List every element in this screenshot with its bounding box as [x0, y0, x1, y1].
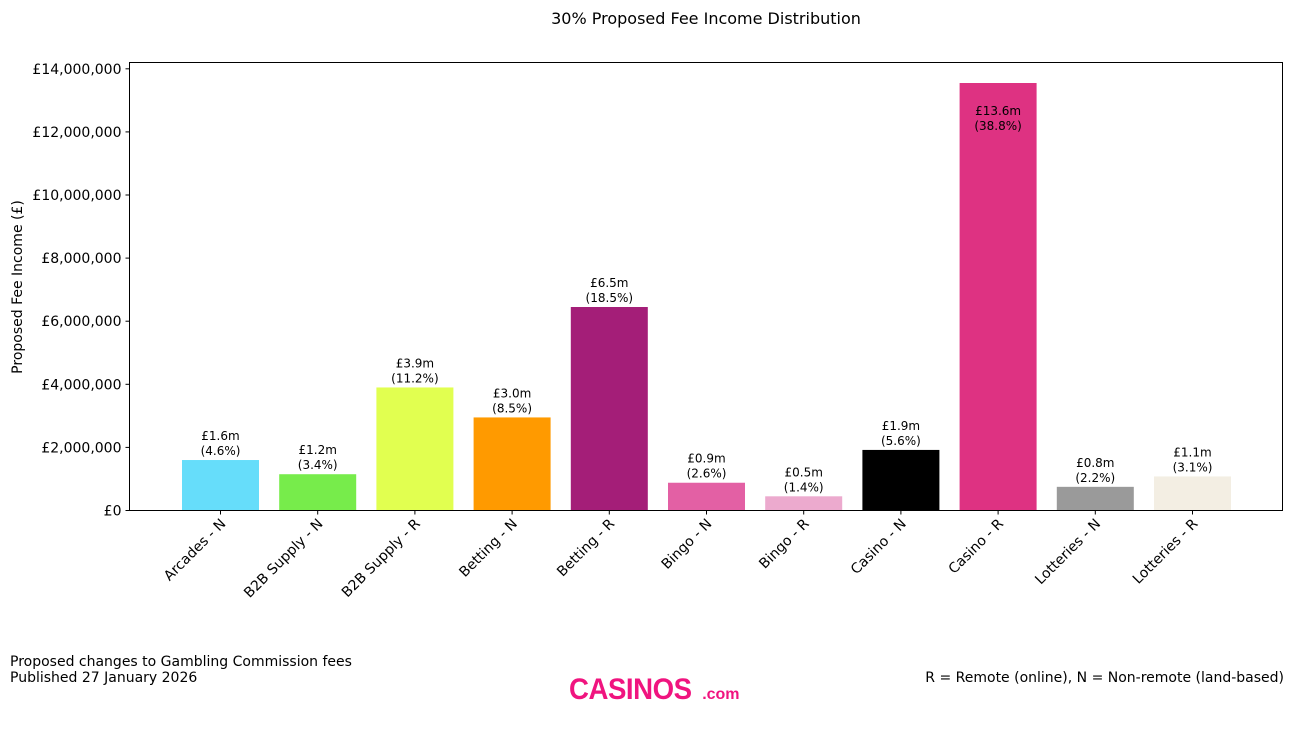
x-tick-label: Casino - R — [946, 516, 1007, 577]
x-tick-label: B2B Supply - R — [339, 516, 424, 601]
x-tick-label: Arcades - N — [161, 516, 229, 584]
x-tick-label: Lotteries - R — [1130, 516, 1202, 588]
bar-value-label: £13.6m — [975, 104, 1021, 118]
x-tick-label: Casino - N — [848, 516, 910, 578]
x-tick-label: B2B Supply - N — [241, 516, 326, 601]
x-tick-label: Bingo - R — [756, 516, 812, 572]
bar — [959, 83, 1037, 511]
bar — [765, 496, 843, 511]
legend-note: R = Remote (online), N = Non-remote (lan… — [925, 670, 1284, 686]
bar-percent-label: (5.6%) — [881, 434, 921, 448]
bar-value-label: £3.0m — [493, 386, 531, 400]
y-tick-label: £14,000,000 — [32, 62, 121, 78]
y-tick-label: £12,000,000 — [32, 125, 121, 141]
y-tick-label: £8,000,000 — [41, 251, 121, 267]
logo-wordmark: CASINOS — [569, 673, 692, 706]
logo-suffix: .com — [702, 686, 740, 703]
bar-value-label: £1.2m — [298, 443, 336, 457]
bar-percent-label: (38.8%) — [974, 119, 1021, 133]
bar-percent-label: (4.6%) — [201, 444, 241, 458]
bar-percent-label: (8.5%) — [492, 401, 532, 415]
bar — [473, 417, 551, 511]
x-tick-label: Lotteries - N — [1032, 516, 1104, 588]
bar — [279, 474, 357, 511]
chart-title: 30% Proposed Fee Income Distribution — [551, 9, 861, 28]
bar-value-label: £1.1m — [1173, 445, 1211, 459]
bar-percent-label: (2.2%) — [1075, 471, 1115, 485]
y-tick-label: £4,000,000 — [41, 377, 121, 393]
bar — [1154, 476, 1231, 511]
y-tick-label: £6,000,000 — [41, 314, 121, 330]
bar-value-label: £0.8m — [1076, 456, 1114, 470]
x-tick-label: Bingo - N — [659, 516, 716, 573]
x-tick-label: Betting - N — [456, 516, 521, 581]
x-tick-label: Betting - R — [554, 516, 618, 580]
y-axis-label: Proposed Fee Income (£) — [10, 200, 26, 374]
plot-area: £0 £2,000,000 £4,000,000 £6,000,000 £8,000,0… — [32, 62, 1231, 601]
bar-value-label: £1.6m — [201, 429, 239, 443]
bar-value-label: £0.9m — [687, 452, 725, 466]
bar — [376, 387, 454, 511]
bar-value-label: £3.9m — [396, 356, 434, 370]
bar-chart: 30% Proposed Fee Income Distribution Pro… — [10, 9, 1283, 601]
bar — [668, 482, 745, 511]
bar-percent-label: (1.4%) — [784, 480, 824, 494]
bar-value-label: £0.5m — [784, 465, 822, 479]
casinos-logo: CASINOS .com — [569, 672, 740, 708]
bar — [1056, 486, 1134, 511]
bar-value-label: £1.9m — [882, 419, 920, 433]
bar-value-label: £6.5m — [590, 276, 628, 290]
plot-frame — [129, 62, 1283, 511]
bar — [570, 307, 648, 511]
source-line-1: Proposed changes to Gambling Commission … — [10, 654, 352, 670]
source-note: Proposed changes to Gambling Commission … — [10, 654, 352, 686]
bar — [182, 460, 259, 511]
bar — [862, 449, 940, 511]
y-tick-label: £2,000,000 — [41, 440, 121, 456]
bar-percent-label: (11.2%) — [391, 371, 438, 385]
y-tick-label: £0 — [104, 504, 122, 520]
bar-percent-label: (18.5%) — [586, 291, 633, 305]
y-tick-label: £10,000,000 — [32, 188, 121, 204]
bar-percent-label: (3.1%) — [1173, 460, 1213, 474]
bar-percent-label: (3.4%) — [298, 458, 338, 472]
bar-percent-label: (2.6%) — [687, 467, 727, 481]
source-line-2: Published 27 January 2026 — [10, 670, 198, 686]
